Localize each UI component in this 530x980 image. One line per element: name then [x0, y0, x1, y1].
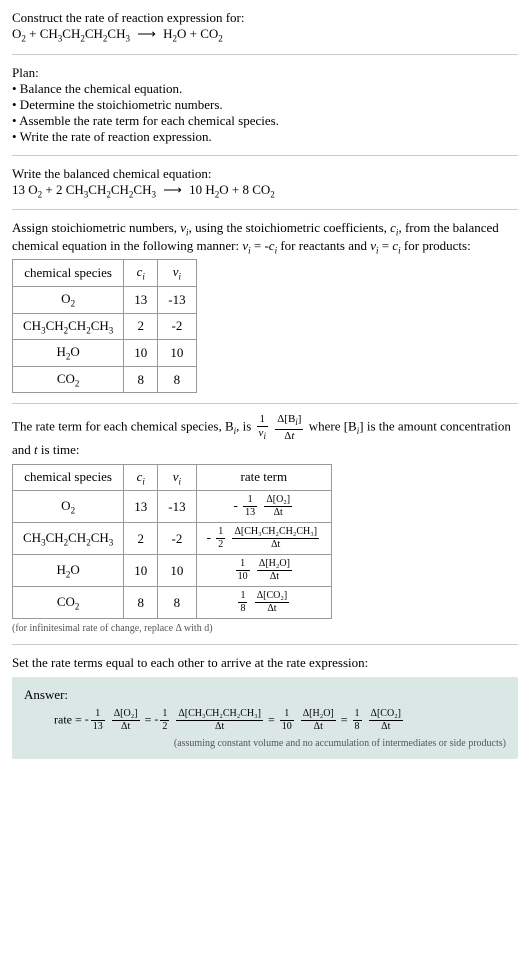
cell-vi: -2 [158, 313, 196, 340]
stoich-table: chemical species ci νi O2 13 -13 CH3CH2C… [12, 259, 197, 393]
divider [12, 644, 518, 645]
divider [12, 54, 518, 55]
cell-vi: -13 [158, 286, 196, 313]
reaction-balanced: 13 O2 + 2 CH3CH2CH2CH3 ⟶ 10 H2O + 8 CO2 [12, 182, 518, 200]
col-species: chemical species [13, 464, 124, 491]
rate-prefix: rate = [54, 712, 85, 726]
term: 18 Δ[CO₂]Δt [351, 712, 405, 726]
plan-item: • Write the rate of reaction expression. [12, 129, 518, 145]
balanced-section: Write the balanced chemical equation: 13… [12, 166, 518, 200]
cell-species: CO2 [13, 366, 124, 393]
cell-rate: - 113 Δ[O₂]Δt [196, 491, 331, 523]
table-row: CO2 8 8 [13, 366, 197, 393]
divider [12, 403, 518, 404]
cell-rate: - 12 Δ[CH₃CH₂CH₂CH₃]Δt [196, 523, 331, 555]
term: 110 Δ[H₂O]Δt [278, 712, 341, 726]
cell-ci: 10 [124, 340, 158, 367]
assign-section: Assign stoichiometric numbers, νi, using… [12, 220, 518, 393]
cell-ci: 13 [124, 286, 158, 313]
rate-table-footnote: (for infinitesimal rate of change, repla… [12, 623, 518, 634]
cell-vi: 10 [158, 340, 196, 367]
col-rate: rate term [196, 464, 331, 491]
col-ci: ci [124, 464, 158, 491]
construct-label: Construct the rate of reaction expressio… [12, 10, 518, 26]
reaction-unbalanced: O2 + CH3CH2CH2CH3 ⟶ H2O + CO2 [12, 26, 518, 44]
table-row: CH3CH2CH2CH3 2 -2 - 12 Δ[CH₃CH₂CH₂CH₃]Δt [13, 523, 332, 555]
sign: - [233, 498, 237, 513]
cell-ci: 8 [124, 366, 158, 393]
cell-species: CO2 [13, 587, 124, 619]
rate-term-table: chemical species ci νi rate term O2 13 -… [12, 464, 332, 620]
cell-rate: 18 Δ[CO₂]Δt [196, 587, 331, 619]
cell-vi: -2 [158, 523, 196, 555]
sign: - [207, 530, 211, 545]
col-vi: νi [158, 260, 196, 287]
cell-species: O2 [13, 286, 124, 313]
col-species: chemical species [13, 260, 124, 287]
assign-text: Assign stoichiometric numbers, νi, using… [12, 220, 518, 255]
table-row: CO2 8 8 18 Δ[CO₂]Δt [13, 587, 332, 619]
cell-species: O2 [13, 491, 124, 523]
table-row: O2 13 -13 [13, 286, 197, 313]
answer-note: (assuming constant volume and no accumul… [24, 738, 506, 749]
table-header-row: chemical species ci νi [13, 260, 197, 287]
cell-ci: 8 [124, 587, 158, 619]
plan-item: • Determine the stoichiometric numbers. [12, 97, 518, 113]
divider [12, 209, 518, 210]
plan-section: Plan: • Balance the chemical equation. •… [12, 65, 518, 145]
table-row: H2O 10 10 110 Δ[H₂O]Δt [13, 555, 332, 587]
plan-item: • Balance the chemical equation. [12, 81, 518, 97]
cell-vi: 8 [158, 587, 196, 619]
divider [12, 155, 518, 156]
plan-title: Plan: [12, 65, 518, 81]
cell-rate: 110 Δ[H₂O]Δt [196, 555, 331, 587]
cell-vi: -13 [158, 491, 196, 523]
col-ci: ci [124, 260, 158, 287]
table-row: H2O 10 10 [13, 340, 197, 367]
cell-vi: 10 [158, 555, 196, 587]
plan-item: • Assemble the rate term for each chemic… [12, 113, 518, 129]
cell-species: H2O [13, 340, 124, 367]
prompt-header: Construct the rate of reaction expressio… [12, 10, 518, 44]
table-header-row: chemical species ci νi rate term [13, 464, 332, 491]
answer-box: Answer: rate = -113 Δ[O₂]Δt = -12 Δ[CH₃C… [12, 677, 518, 759]
table-row: CH3CH2CH2CH3 2 -2 [13, 313, 197, 340]
cell-ci: 13 [124, 491, 158, 523]
term: -113 Δ[O₂]Δt [85, 712, 145, 726]
cell-species: H2O [13, 555, 124, 587]
set-equal-text: Set the rate terms equal to each other t… [12, 655, 518, 671]
cell-ci: 10 [124, 555, 158, 587]
rate-term-intro: The rate term for each chemical species,… [12, 414, 518, 457]
term: -12 Δ[CH₃CH₂CH₂CH₃]Δt [154, 712, 268, 726]
cell-ci: 2 [124, 313, 158, 340]
rate-expression: rate = -113 Δ[O₂]Δt = -12 Δ[CH₃CH₂CH₂CH₃… [54, 709, 506, 732]
cell-vi: 8 [158, 366, 196, 393]
table-row: O2 13 -13 - 113 Δ[O₂]Δt [13, 491, 332, 523]
cell-species: CH3CH2CH2CH3 [13, 523, 124, 555]
answer-label: Answer: [24, 687, 506, 703]
cell-ci: 2 [124, 523, 158, 555]
col-vi: νi [158, 464, 196, 491]
balanced-title: Write the balanced chemical equation: [12, 166, 518, 182]
cell-species: CH3CH2CH2CH3 [13, 313, 124, 340]
